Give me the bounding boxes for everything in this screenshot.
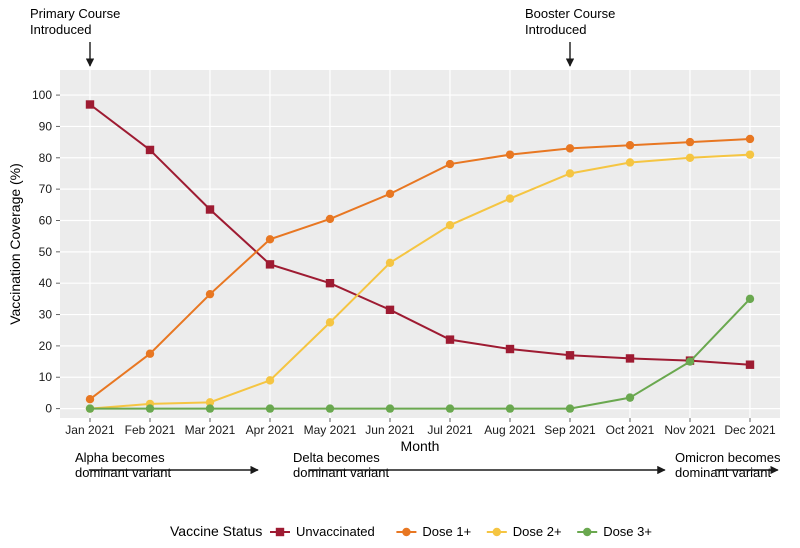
- series-point-unvaccinated: [146, 146, 154, 154]
- legend-label: Unvaccinated: [296, 524, 375, 539]
- series-point-unvaccinated: [566, 351, 574, 359]
- annotation-alpha-1: Alpha becomes: [75, 450, 165, 465]
- series-point-dose3: [146, 404, 154, 412]
- series-point-dose2: [746, 150, 754, 158]
- ytick-label: 40: [39, 276, 53, 290]
- annotation-primary-2: Introduced: [30, 22, 91, 37]
- annotation-omicron-1: Omicron becomes: [675, 450, 781, 465]
- ytick-label: 60: [39, 213, 53, 227]
- ytick-label: 90: [39, 119, 53, 133]
- legend-item-unvaccinated: Unvaccinated: [270, 524, 375, 539]
- legend-item-dose2: Dose 2+: [487, 524, 562, 539]
- series-point-dose2: [266, 376, 274, 384]
- xtick-label: Mar 2021: [185, 423, 236, 437]
- xtick-label: Jul 2021: [427, 423, 473, 437]
- series-point-dose3: [266, 404, 274, 412]
- series-point-dose1: [86, 395, 94, 403]
- xtick-label: Jan 2021: [65, 423, 115, 437]
- series-point-dose2: [686, 154, 694, 162]
- series-point-dose1: [326, 215, 334, 223]
- series-point-unvaccinated: [506, 345, 514, 353]
- ytick-label: 80: [39, 151, 53, 165]
- series-point-dose3: [626, 393, 634, 401]
- annotation-delta-2: dominant variant: [293, 465, 389, 480]
- series-point-dose1: [446, 160, 454, 168]
- series-point-dose3: [206, 404, 214, 412]
- series-point-dose2: [626, 158, 634, 166]
- ytick-label: 0: [45, 402, 52, 416]
- series-point-dose3: [86, 404, 94, 412]
- ytick-label: 10: [39, 370, 53, 384]
- series-point-unvaccinated: [746, 361, 754, 369]
- xtick-label: Sep 2021: [544, 423, 596, 437]
- series-point-unvaccinated: [386, 306, 394, 314]
- series-point-dose3: [686, 357, 694, 365]
- annotation-omicron-2: dominant variant: [675, 465, 771, 480]
- series-point-unvaccinated: [326, 279, 334, 287]
- chart-container: 0 10 20 30 40 50 60 70 80 90 100 Jan 2021 Feb 2021 Ma…: [0, 0, 800, 548]
- series-point-dose2: [446, 221, 454, 229]
- series-point-dose1: [506, 150, 514, 158]
- series-point-unvaccinated: [446, 335, 454, 343]
- series-point-dose3: [386, 404, 394, 412]
- y-axis-title: Vaccination Coverage (%): [7, 163, 23, 325]
- series-point-dose1: [206, 290, 214, 298]
- xtick-label: Dec 2021: [724, 423, 776, 437]
- series-point-dose1: [626, 141, 634, 149]
- ytick-label: 100: [32, 88, 52, 102]
- series-point-dose2: [386, 259, 394, 267]
- annotation-booster-2: Introduced: [525, 22, 586, 37]
- xtick-label: Aug 2021: [484, 423, 536, 437]
- xtick-label: Nov 2021: [664, 423, 716, 437]
- series-point-unvaccinated: [86, 100, 94, 108]
- series-point-dose3: [326, 404, 334, 412]
- series-point-dose1: [566, 144, 574, 152]
- xtick-label: Oct 2021: [606, 423, 655, 437]
- ytick-label: 20: [39, 339, 53, 353]
- series-point-unvaccinated: [206, 205, 214, 213]
- series-point-dose1: [686, 138, 694, 146]
- series-point-dose3: [746, 295, 754, 303]
- ytick-label: 50: [39, 245, 53, 259]
- xtick-label: Apr 2021: [246, 423, 295, 437]
- series-point-dose1: [386, 190, 394, 198]
- annotation-alpha-2: dominant variant: [75, 465, 171, 480]
- ytick-label: 30: [39, 308, 53, 322]
- legend-label: Dose 3+: [603, 524, 652, 539]
- legend-item-dose1: Dose 1+: [396, 524, 471, 539]
- xtick-label: Jun 2021: [365, 423, 415, 437]
- series-point-dose2: [506, 194, 514, 202]
- annotation-booster-1: Booster Course: [525, 6, 615, 21]
- series-point-dose1: [746, 135, 754, 143]
- series-point-dose3: [506, 404, 514, 412]
- annotation-delta-1: Delta becomes: [293, 450, 380, 465]
- x-axis-title: Month: [401, 438, 440, 454]
- series-point-dose3: [566, 404, 574, 412]
- legend-label: Dose 2+: [513, 524, 562, 539]
- series-point-dose1: [146, 350, 154, 358]
- series-point-dose2: [566, 169, 574, 177]
- series-point-dose2: [326, 318, 334, 326]
- series-point-unvaccinated: [266, 260, 274, 268]
- ytick-label: 70: [39, 182, 53, 196]
- xtick-label: May 2021: [304, 423, 357, 437]
- annotation-primary-1: Primary Course: [30, 6, 120, 21]
- legend-title: Vaccine Status: [170, 523, 262, 539]
- xtick-label: Feb 2021: [125, 423, 176, 437]
- legend-label: Dose 1+: [422, 524, 471, 539]
- series-point-unvaccinated: [626, 354, 634, 362]
- chart-svg: 0 10 20 30 40 50 60 70 80 90 100 Jan 2021 Feb 2021 Ma…: [0, 0, 800, 548]
- legend-item-dose3: Dose 3+: [577, 524, 652, 539]
- series-point-dose1: [266, 235, 274, 243]
- series-point-dose3: [446, 404, 454, 412]
